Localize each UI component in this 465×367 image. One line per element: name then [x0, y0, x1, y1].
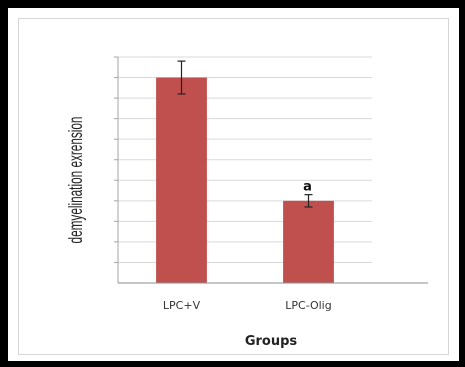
y-ticks	[114, 56, 118, 263]
bar	[283, 200, 334, 283]
bars	[156, 60, 334, 283]
axes	[117, 57, 428, 284]
significance-annotation: a	[303, 180, 312, 195]
x-axis-label: Groups	[245, 334, 298, 349]
bar	[156, 77, 207, 283]
chart-panel	[18, 18, 449, 355]
x-tick-label: LPC-Olig	[285, 299, 331, 312]
annotations: a	[303, 180, 312, 195]
x-tick-label: LPC+V	[163, 299, 201, 312]
y-axis-label: demyelination exrension	[66, 117, 86, 244]
x-tick-labels: LPC+V LPC-Olig	[163, 299, 332, 312]
